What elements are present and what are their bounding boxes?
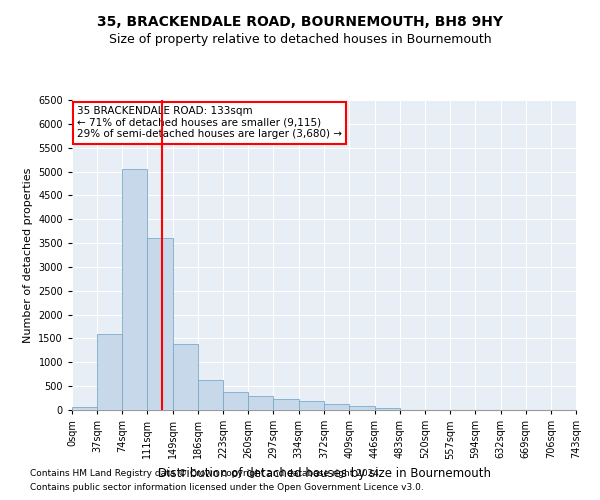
Bar (274, 399, 299, 410)
Text: 35 BRACKENDALE ROAD: 133sqm
← 71% of detached houses are smaller (9,115)
29% of : 35 BRACKENDALE ROAD: 133sqm ← 71% of det… (77, 106, 342, 140)
Text: Contains public sector information licensed under the Open Government Licence v3: Contains public sector information licen… (30, 484, 424, 492)
Text: 35, BRACKENDALE ROAD, BOURNEMOUTH, BH8 9HY: 35, BRACKENDALE ROAD, BOURNEMOUTH, BH8 9… (97, 15, 503, 29)
Bar (325, 404, 349, 410)
Bar (374, 408, 400, 410)
Bar (198, 380, 223, 410)
Bar (349, 406, 374, 410)
Bar (299, 401, 325, 410)
Bar (147, 238, 173, 410)
Bar (122, 169, 147, 410)
X-axis label: Distribution of detached houses by size in Bournemouth: Distribution of detached houses by size … (157, 467, 491, 480)
Bar (173, 344, 198, 410)
Y-axis label: Number of detached properties: Number of detached properties (23, 168, 32, 342)
Text: Contains HM Land Registry data © Crown copyright and database right 2024.: Contains HM Land Registry data © Crown c… (30, 468, 382, 477)
Bar (97, 334, 122, 410)
Text: Size of property relative to detached houses in Bournemouth: Size of property relative to detached ho… (109, 32, 491, 46)
Bar (248, 396, 274, 410)
Bar (223, 392, 248, 410)
Bar (72, 406, 97, 410)
